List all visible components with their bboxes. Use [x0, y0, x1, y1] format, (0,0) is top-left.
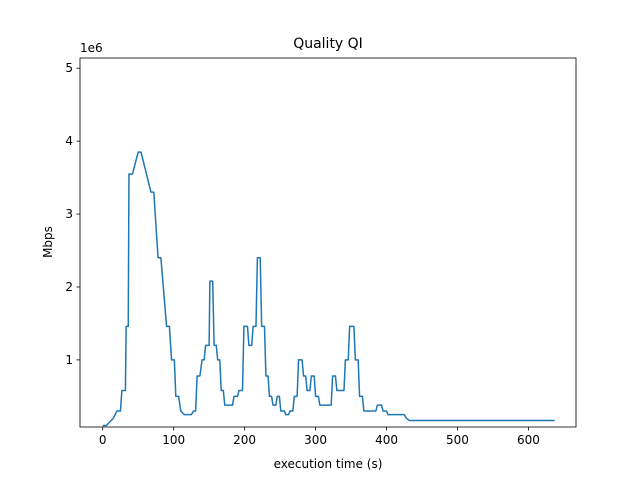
chart-title: Quality QI: [293, 36, 363, 52]
x-tick-label: 100: [162, 433, 185, 447]
x-axis-label: execution time (s): [274, 457, 383, 471]
y-offset-label: 1e6: [80, 41, 103, 55]
x-tick-label: 500: [446, 433, 469, 447]
y-tick-label: 2: [65, 280, 73, 294]
x-tick-label: 300: [304, 433, 327, 447]
x-tick-label: 400: [375, 433, 398, 447]
plot-frame: [79, 57, 577, 428]
y-tick-label: 5: [65, 61, 73, 75]
y-tick-label: 4: [65, 134, 73, 148]
y-tick-label: 3: [65, 207, 73, 221]
x-tick-label: 0: [99, 433, 107, 447]
y-tick-label: 1: [65, 353, 73, 367]
x-tick-label: 600: [517, 433, 540, 447]
x-tick-label: 200: [233, 433, 256, 447]
y-axis-label: Mbps: [41, 226, 55, 258]
data-line: [102, 151, 555, 427]
